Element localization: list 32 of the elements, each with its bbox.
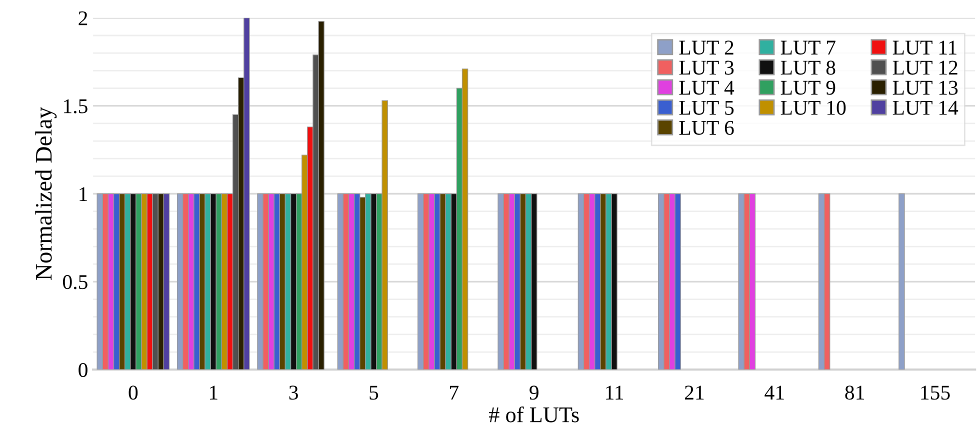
- legend-label: LUT 14: [892, 100, 958, 115]
- bar: [898, 193, 905, 370]
- x-tick-label: 9: [530, 386, 538, 400]
- legend-label: LUT 3: [679, 60, 734, 75]
- x-tick-label: 41: [764, 386, 784, 400]
- x-axis-title: # of LUTs: [488, 406, 579, 422]
- legend-label: LUT 7: [780, 40, 836, 55]
- y-tick-label: 1.5: [64, 99, 88, 114]
- x-tick-label: 81: [845, 386, 864, 400]
- legend-label: LUT 13: [892, 80, 958, 95]
- x-tick-label: 5: [370, 386, 378, 400]
- legend-label: LUT 5: [679, 100, 734, 115]
- y-tick-label: 1: [80, 187, 87, 201]
- legend-label: LUT 12: [892, 60, 958, 75]
- x-tick-label: 3: [289, 386, 298, 400]
- legend-label: LUT 8: [780, 60, 836, 75]
- x-tick-label: 155: [921, 386, 950, 400]
- y-tick-label: 0: [78, 362, 88, 378]
- x-tick-label: 1: [210, 386, 218, 400]
- legend-label: LUT 11: [892, 40, 956, 55]
- legend-label: LUT 4: [679, 80, 734, 95]
- y-tick-label: 2: [78, 11, 88, 26]
- x-tick-label: 7: [450, 386, 459, 400]
- x-tick-label: 11: [606, 386, 624, 400]
- legend-label: LUT 2: [679, 40, 734, 55]
- legend-label: LUT 9: [780, 80, 836, 95]
- legend-label: LUT 10: [780, 100, 846, 115]
- x-tick-label: 21: [684, 386, 704, 400]
- y-tick-label: 0.5: [62, 275, 88, 290]
- legend-label: LUT 6: [679, 120, 734, 135]
- y-axis-title: Normalized Delay: [35, 106, 57, 280]
- x-tick-label: 0: [128, 386, 138, 400]
